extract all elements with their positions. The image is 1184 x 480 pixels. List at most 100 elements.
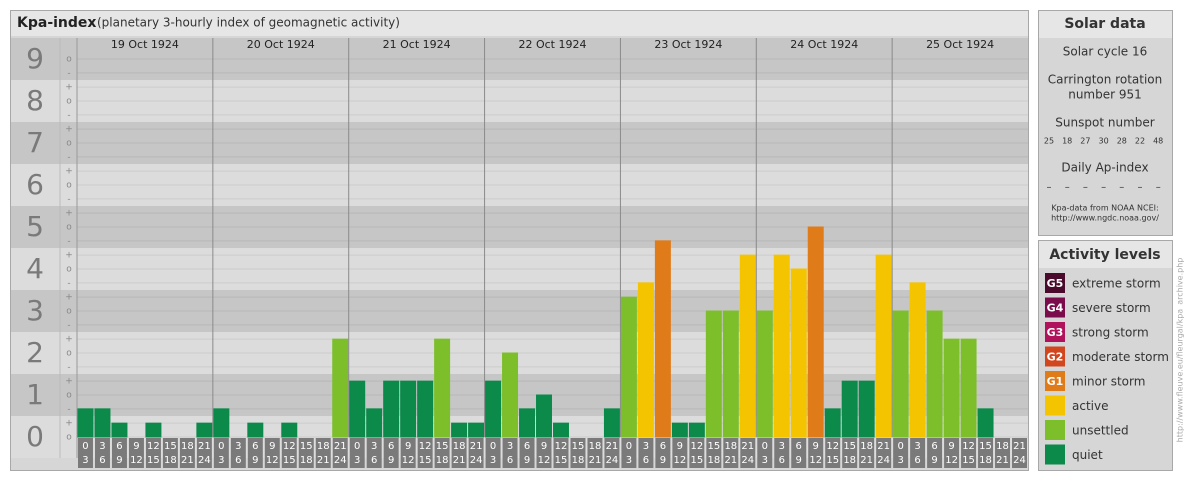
legend-swatch bbox=[1045, 444, 1065, 465]
hour-label: 9 bbox=[541, 441, 547, 452]
hour-label: 12 bbox=[130, 455, 143, 466]
legend-badge: G1 bbox=[1047, 375, 1064, 388]
hour-label: 6 bbox=[931, 441, 937, 452]
hour-box bbox=[230, 438, 246, 468]
hour-label: 3 bbox=[897, 455, 903, 466]
minor-tick-label: o bbox=[66, 55, 72, 65]
sunspot-value: 25 bbox=[1044, 137, 1054, 146]
hour-label: 6 bbox=[660, 441, 666, 452]
hour-label: 12 bbox=[283, 441, 296, 452]
hour-box bbox=[672, 438, 688, 468]
minor-tick-label: o bbox=[66, 391, 72, 401]
kp-bar bbox=[281, 422, 298, 438]
day-label: 20 Oct 1924 bbox=[247, 38, 315, 51]
legend-label: moderate storm bbox=[1072, 350, 1169, 364]
hour-label: 9 bbox=[524, 455, 530, 466]
sunspot-value: 28 bbox=[1117, 137, 1127, 146]
hour-box bbox=[876, 438, 892, 468]
kp-bar bbox=[637, 282, 654, 438]
minor-tick-label: + bbox=[65, 293, 73, 303]
hour-label: 3 bbox=[490, 455, 496, 466]
minor-tick-label: + bbox=[65, 167, 73, 177]
hour-label: 24 bbox=[198, 455, 211, 466]
hour-label: 3 bbox=[99, 441, 105, 452]
minor-tick-label: - bbox=[67, 320, 70, 330]
hour-label: 18 bbox=[843, 455, 856, 466]
hour-box bbox=[944, 438, 960, 468]
hour-box bbox=[451, 438, 467, 468]
minor-tick-label: + bbox=[65, 419, 73, 429]
hour-label: 6 bbox=[235, 455, 241, 466]
hour-label: 18 bbox=[996, 441, 1009, 452]
hour-label: 18 bbox=[572, 455, 585, 466]
hour-label: 15 bbox=[164, 441, 177, 452]
hour-box bbox=[570, 438, 586, 468]
hour-box bbox=[553, 438, 569, 468]
ap-label: Daily Ap-index bbox=[1061, 161, 1148, 175]
hour-box bbox=[1012, 438, 1027, 468]
y-band bbox=[11, 80, 1028, 122]
hour-label: 0 bbox=[82, 441, 88, 452]
carrington: number 951 bbox=[1068, 88, 1142, 102]
hour-label: 21 bbox=[453, 455, 466, 466]
hour-label: 24 bbox=[606, 455, 619, 466]
hour-label: 12 bbox=[555, 441, 568, 452]
hour-label: 18 bbox=[300, 455, 313, 466]
hour-label: 3 bbox=[643, 441, 649, 452]
hour-label: 21 bbox=[589, 455, 602, 466]
kp-bar bbox=[688, 422, 705, 438]
ap-value: – bbox=[1138, 182, 1143, 193]
hour-label: 18 bbox=[181, 441, 194, 452]
minor-tick-label: + bbox=[65, 83, 73, 93]
hour-box bbox=[145, 438, 161, 468]
ap-value: – bbox=[1119, 182, 1124, 193]
kp-bar bbox=[858, 380, 875, 438]
hour-label: 3 bbox=[235, 441, 241, 452]
legend-label: extreme storm bbox=[1072, 277, 1161, 291]
hour-box bbox=[94, 438, 110, 468]
hour-label: 3 bbox=[354, 455, 360, 466]
hour-box bbox=[859, 438, 875, 468]
kp-bar bbox=[756, 310, 773, 438]
kp-bar bbox=[722, 310, 739, 438]
y-band bbox=[11, 38, 1028, 80]
hour-box bbox=[774, 438, 790, 468]
hour-label: 15 bbox=[843, 441, 856, 452]
hour-box bbox=[791, 438, 807, 468]
hour-label: 9 bbox=[796, 455, 802, 466]
hour-label: 9 bbox=[948, 441, 954, 452]
hour-box bbox=[111, 438, 127, 468]
hour-label: 24 bbox=[470, 455, 483, 466]
hour-label: 0 bbox=[354, 441, 360, 452]
hour-label: 3 bbox=[762, 455, 768, 466]
hour-label: 15 bbox=[555, 455, 568, 466]
hour-label: 6 bbox=[507, 455, 513, 466]
kp-bar bbox=[332, 338, 349, 438]
carrington: Carrington rotation bbox=[1048, 73, 1162, 87]
hour-box bbox=[485, 438, 501, 468]
hour-box bbox=[978, 438, 994, 468]
hour-label: 9 bbox=[116, 455, 122, 466]
hour-label: 18 bbox=[317, 441, 330, 452]
y-tick-label: 2 bbox=[26, 336, 44, 369]
hour-box bbox=[808, 438, 824, 468]
legend-swatch bbox=[1045, 395, 1065, 416]
hour-box bbox=[264, 438, 280, 468]
hour-label: 6 bbox=[796, 441, 802, 452]
hour-label: 18 bbox=[724, 441, 737, 452]
day-label: 19 Oct 1924 bbox=[111, 38, 179, 51]
hour-box bbox=[961, 438, 977, 468]
kp-bar bbox=[451, 422, 468, 438]
solar-values: 25 18 27 30 28 22 48 – – – – – – – bbox=[1044, 137, 1163, 194]
kp-bar bbox=[875, 254, 892, 438]
hour-label: 21 bbox=[996, 455, 1009, 466]
hour-box bbox=[927, 438, 943, 468]
solar-header bbox=[1039, 11, 1172, 38]
minor-tick-label: + bbox=[65, 251, 73, 261]
hour-box bbox=[502, 438, 518, 468]
y-tick-label: 3 bbox=[26, 294, 44, 327]
hour-box bbox=[128, 438, 144, 468]
y-tick-label: 1 bbox=[26, 378, 44, 411]
day-label: 22 Oct 1924 bbox=[518, 38, 586, 51]
